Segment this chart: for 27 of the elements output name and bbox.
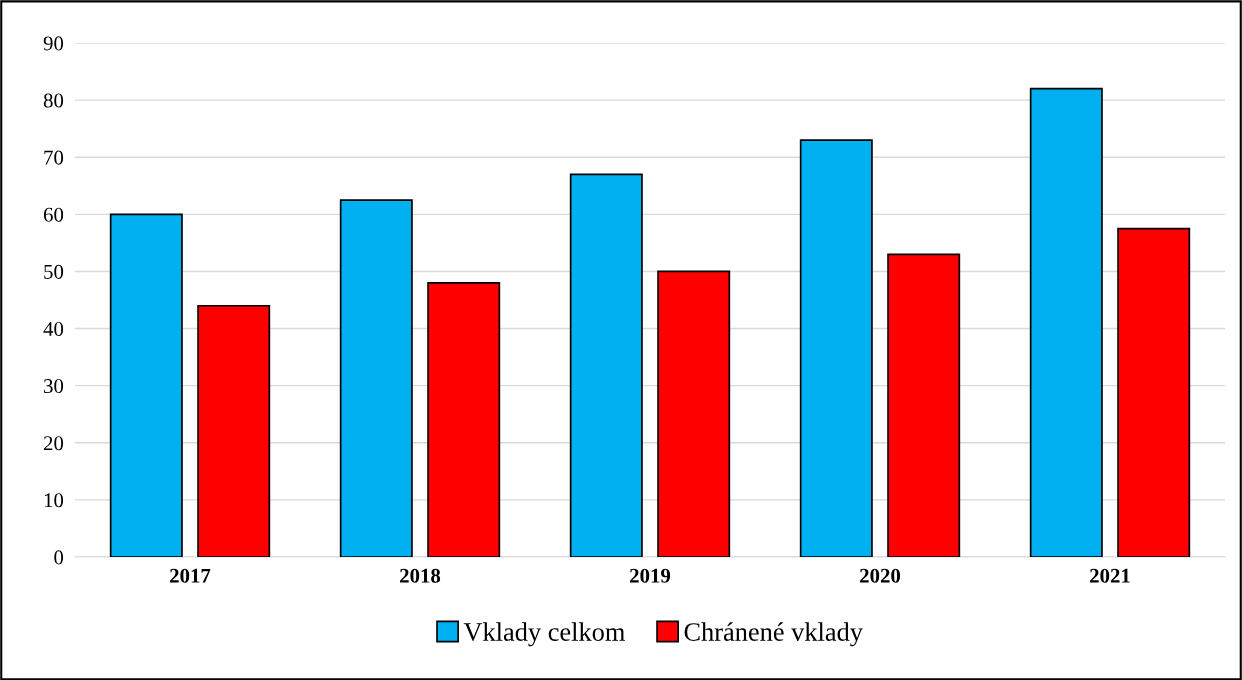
x-tick-label: 2017 xyxy=(170,568,211,583)
bar xyxy=(657,270,731,557)
bar xyxy=(197,304,271,557)
y-tick-label: 60 xyxy=(43,207,64,222)
legend-label: Vklady celkom xyxy=(463,622,625,647)
y-tick-label: 90 xyxy=(43,36,64,51)
y-tick-label: 30 xyxy=(44,379,64,394)
y-tick-label: 70 xyxy=(44,150,64,165)
bar xyxy=(1117,227,1191,557)
x-tick-label: 2020 xyxy=(860,568,901,583)
bar xyxy=(887,253,961,557)
y-tick-label: 0 xyxy=(54,550,64,565)
bar xyxy=(339,199,413,557)
bar xyxy=(109,213,183,557)
bar xyxy=(569,173,643,557)
legend-label: Chránené vklady xyxy=(684,622,863,647)
y-tick-label: 10 xyxy=(44,493,64,508)
y-tick-label: 80 xyxy=(43,93,64,108)
y-tick-label: 50 xyxy=(44,264,64,279)
bar xyxy=(1029,87,1103,557)
bar xyxy=(427,282,501,557)
y-tick-label: 20 xyxy=(43,436,64,451)
y-tick-label: 40 xyxy=(43,321,64,336)
x-tick-label: 2019 xyxy=(630,568,671,583)
x-tick-label: 2018 xyxy=(400,568,441,583)
x-tick-label: 2021 xyxy=(1090,568,1130,583)
bar xyxy=(799,139,873,557)
